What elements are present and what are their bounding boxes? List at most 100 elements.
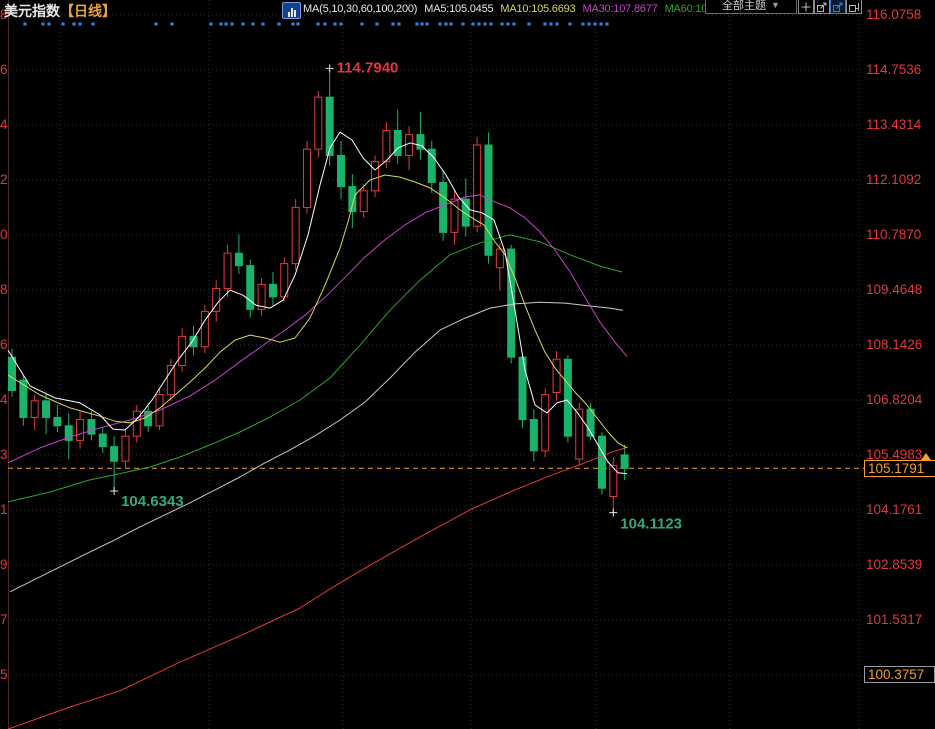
event-dot[interactable] [593,22,597,26]
candle-body [53,416,62,427]
candle-body [597,435,606,489]
event-dot[interactable] [333,22,337,26]
pane-layout-2-button[interactable] [830,0,846,14]
event-dot[interactable] [506,22,510,26]
candle-body [563,358,572,437]
event-dot[interactable] [72,22,76,26]
event-dot[interactable] [461,22,465,26]
event-dot[interactable] [425,22,429,26]
candle-body [427,148,436,183]
event-dot[interactable] [230,22,234,26]
event-dot[interactable] [397,22,401,26]
extreme-price-label: 114.7940 [337,59,399,76]
y-axis-left-digit: 0 [0,227,8,242]
event-dot[interactable] [219,22,223,26]
extreme-cross-icon [110,486,119,495]
event-dot[interactable] [599,22,603,26]
pane-arrow-active-icon [833,2,843,12]
event-dot[interactable] [291,22,295,26]
ma-legend-item: MA30:107.8677 [582,3,658,15]
candle-body [223,252,232,290]
candle-body [620,454,629,469]
event-dot[interactable] [339,22,343,26]
event-dot[interactable] [568,22,572,26]
candle-body [302,148,311,208]
event-dot[interactable] [41,22,45,26]
event-dot[interactable] [489,22,493,26]
event-dot[interactable] [420,22,424,26]
bottom-price-badge: 100.3757 [864,666,935,683]
event-dot[interactable] [449,22,453,26]
candle-body [461,198,470,227]
event-dot[interactable] [605,22,609,26]
chevron-down-icon: ▼ [771,0,780,10]
event-dot[interactable] [224,22,228,26]
event-dot[interactable] [261,22,265,26]
ma-legend-item: MA5:105.0455 [424,3,494,15]
candle-body [337,154,346,188]
y-axis-label: 106.8204 [866,392,923,407]
event-dot[interactable] [555,22,559,26]
pane-flag-icon [849,2,859,12]
y-axis-label: 102.8539 [866,557,923,572]
event-dot[interactable] [581,22,585,26]
event-dot[interactable] [23,22,27,26]
event-dot[interactable] [543,22,547,26]
candle-body [19,379,28,418]
event-dot[interactable] [375,22,379,26]
event-dot[interactable] [587,22,591,26]
ma5-line [7,131,628,475]
event-dot[interactable] [78,22,82,26]
event-dot[interactable] [512,22,516,26]
symbol-name: 美元指数 [4,3,60,19]
candle-body [473,144,482,227]
event-dot[interactable] [483,22,487,26]
event-dot[interactable] [444,22,448,26]
pane-layout-3-button[interactable] [846,0,862,14]
event-dot[interactable] [296,22,300,26]
event-dot[interactable] [500,22,504,26]
candle-body [189,335,198,348]
pane-layout-1-button[interactable] [814,0,830,14]
event-dot[interactable] [391,22,395,26]
event-dot[interactable] [471,22,475,26]
event-dot[interactable] [251,22,255,26]
y-axis-label: 104.1761 [866,502,923,517]
event-dot[interactable] [277,22,281,26]
event-dot[interactable] [47,22,51,26]
y-axis-left-digit: 2 [0,172,8,187]
event-dot[interactable] [209,22,213,26]
event-dot[interactable] [61,22,65,26]
event-dot[interactable] [527,22,531,26]
event-dot[interactable] [360,22,364,26]
candle-body [87,419,96,435]
y-axis-left-digit: 8 [0,7,8,22]
event-dot[interactable] [241,22,245,26]
ma10-line [7,174,628,449]
ma-legend-item: MA10:105.6693 [500,3,576,15]
candle-body [178,335,187,366]
candle-body [291,206,300,265]
event-dot[interactable] [477,22,481,26]
ma60-line [7,234,623,503]
move-icon [801,2,811,11]
event-dot[interactable] [170,22,174,26]
move-tool-button[interactable] [798,0,814,14]
candle-body [30,400,39,418]
event-dot[interactable] [438,22,442,26]
event-dot[interactable] [154,22,158,26]
candle-body [200,310,209,348]
ma-legend: MA(5,10,30,60,100,200) MA5:105.0455 MA10:1… [303,3,734,15]
y-axis-label: 110.7870 [866,227,922,242]
event-dot[interactable] [549,22,553,26]
theme-dropdown[interactable]: 全部主题 ▼ [705,0,797,14]
event-dot[interactable] [323,22,327,26]
event-dot[interactable] [415,22,419,26]
event-dot[interactable] [316,22,320,26]
candle-body [121,435,130,462]
theme-dropdown-label: 全部主题 [722,0,767,12]
event-dot[interactable] [91,22,95,26]
candle-body [8,356,16,391]
